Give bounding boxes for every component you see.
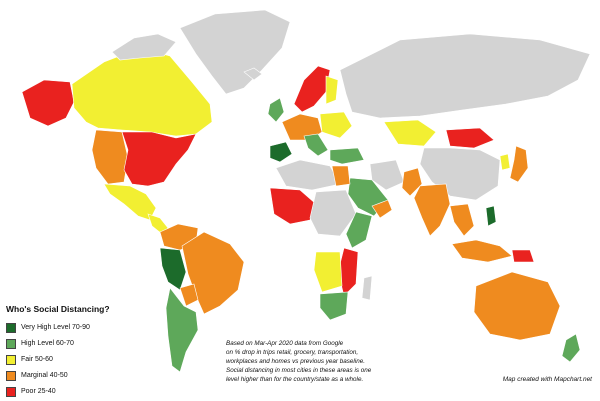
legend-swatch — [6, 386, 16, 397]
region-egypt — [331, 165, 351, 187]
region-india — [413, 183, 451, 237]
note-line: workplaces and homes vs previous year ba… — [226, 358, 365, 365]
region-eastern-europe — [319, 111, 353, 139]
legend-label: High Level 60-70 — [21, 340, 74, 347]
region-southern-africa — [319, 291, 349, 321]
region-argentina — [165, 287, 199, 373]
region-new-zealand — [561, 333, 581, 363]
region-bolivia — [179, 283, 199, 307]
legend-item-very-high: Very High Level 70-90 — [6, 321, 156, 334]
note-line: on % drop in trips retail, grocery, tran… — [226, 349, 359, 356]
region-australia — [473, 271, 561, 341]
region-angola — [313, 251, 343, 293]
region-iberia — [269, 141, 293, 163]
legend-swatch — [6, 370, 16, 381]
region-pakistan — [401, 167, 423, 197]
legend-item-high: High Level 60-70 — [6, 337, 156, 350]
region-uk — [267, 97, 285, 123]
region-philippines — [485, 205, 497, 227]
region-alaska — [21, 79, 75, 127]
legend-label: Fair 50-60 — [21, 356, 53, 363]
legend-label: Very High Level 70-90 — [21, 324, 90, 331]
region-yemen — [371, 199, 393, 219]
note-line: Based on Mar-Apr 2020 data from Google — [226, 340, 344, 347]
note-line: Social distancing in most cities in thes… — [226, 367, 372, 374]
region-indonesia — [451, 239, 513, 263]
legend-swatch — [6, 354, 16, 365]
legend-item-marginal: Marginal 40-50 — [6, 369, 156, 382]
region-arctic-islands — [111, 33, 177, 61]
legend-title: Who's Social Distancing? — [6, 304, 110, 314]
region-mongolia — [445, 127, 495, 149]
region-italy — [303, 133, 329, 157]
region-east-africa — [345, 211, 373, 249]
legend-item-poor: Poor 25-40 — [6, 385, 156, 398]
legend-label: Marginal 40-50 — [21, 372, 68, 379]
source-note: Based on Mar-Apr 2020 data from Google o… — [226, 339, 416, 384]
legend-label: Poor 25-40 — [21, 388, 56, 395]
region-se-asia — [449, 203, 475, 237]
region-sahel — [269, 187, 317, 225]
note-line: level higher than for the country/state … — [226, 376, 364, 383]
legend-item-fair: Fair 50-60 — [6, 353, 156, 366]
legend: Who's Social Distancing? Very High Level… — [6, 304, 156, 401]
legend-swatch — [6, 322, 16, 333]
region-central-africa — [309, 189, 357, 237]
credit-text: Map created with Mapchart.net — [502, 376, 592, 383]
region-usa-east — [121, 131, 197, 187]
region-madagascar — [361, 275, 373, 301]
region-japan — [509, 145, 529, 183]
region-korea — [499, 153, 511, 171]
region-papua — [511, 249, 535, 263]
region-turkey — [329, 147, 365, 165]
region-iceland — [243, 67, 263, 81]
legend-swatch — [6, 338, 16, 349]
region-peru — [159, 247, 187, 291]
region-greenland — [179, 9, 291, 95]
region-iran — [369, 159, 405, 191]
region-usa-west — [91, 129, 129, 185]
region-russia — [339, 33, 591, 119]
region-kazakhstan — [383, 119, 437, 147]
region-finland — [325, 75, 339, 105]
